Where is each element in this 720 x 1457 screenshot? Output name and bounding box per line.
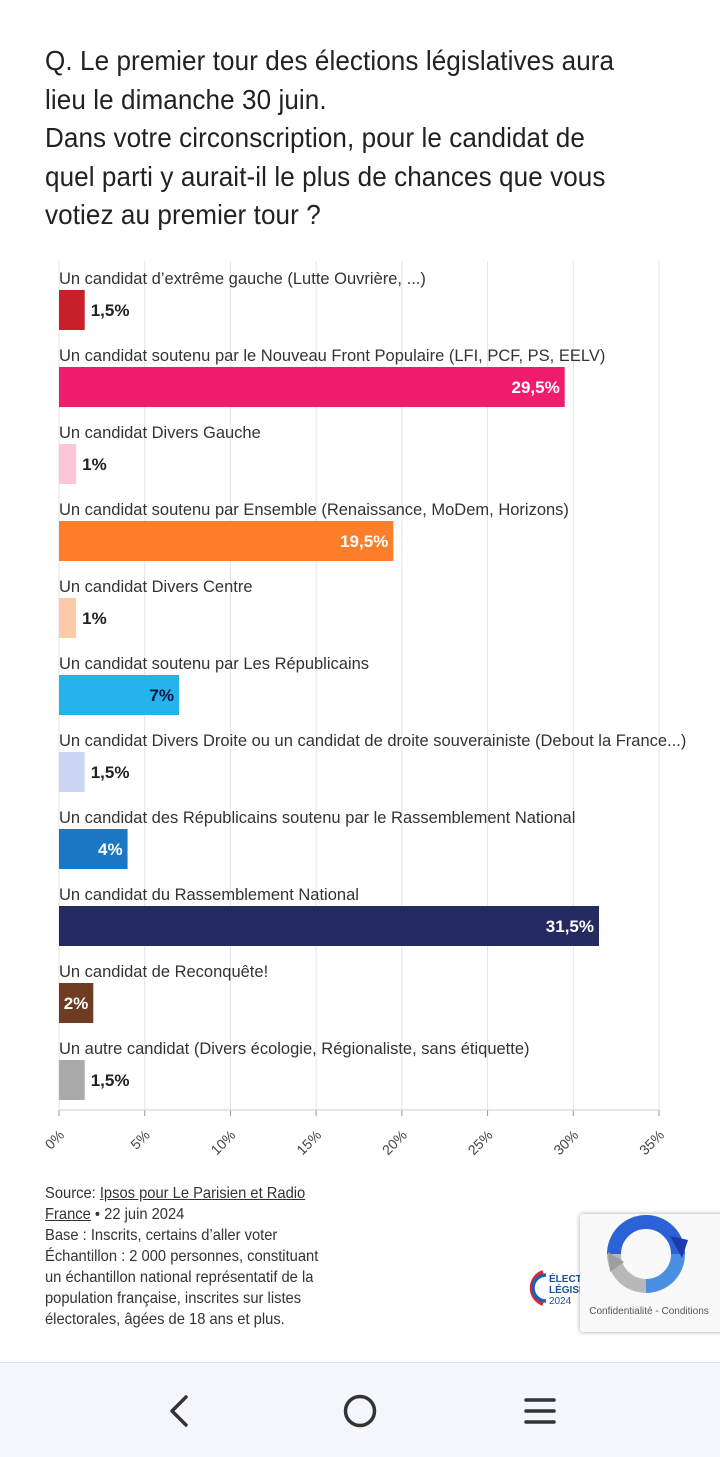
bar	[59, 752, 85, 792]
source-sample-line: un échantillon national représentatif de…	[45, 1269, 314, 1286]
data-label: 4%	[98, 840, 123, 859]
source-note: Source: Ipsos pour Le Parisien et Radio …	[45, 1183, 349, 1330]
source-sample-line: population française, inscrites sur list…	[45, 1290, 302, 1307]
terms-link[interactable]: Conditions	[661, 1306, 709, 1317]
x-tick-label: 20%	[379, 1127, 410, 1158]
x-tick-label: 10%	[207, 1127, 238, 1158]
source-sample-line: Échantillon : 2 000 personnes, constitua…	[45, 1248, 319, 1265]
data-label: 1,5%	[91, 763, 130, 782]
category-label: Un candidat Divers Centre	[59, 578, 253, 596]
back-button[interactable]	[158, 1389, 202, 1433]
bar	[59, 983, 94, 1023]
recaptcha-icon	[607, 1215, 688, 1293]
question-line: quel parti y aurait-il le plus de chance…	[45, 160, 606, 192]
x-tick-label: 30%	[550, 1127, 581, 1158]
bar	[59, 367, 565, 407]
data-label: 31,5%	[546, 917, 594, 936]
home-icon	[343, 1394, 377, 1428]
x-tick-label: 5%	[127, 1127, 153, 1153]
data-label: 19,5%	[340, 532, 388, 551]
x-tick-label: 25%	[465, 1127, 496, 1158]
bar	[59, 675, 179, 715]
category-label: Un candidat soutenu par Ensemble (Renais…	[59, 501, 569, 519]
source-link[interactable]: Ipsos pour Le Parisien et Radio	[99, 1185, 306, 1202]
question-line: votiez au premier tour ?	[45, 199, 321, 230]
bar	[59, 906, 599, 946]
menu-button[interactable]	[518, 1389, 562, 1433]
category-label: Un candidat du Rassemblement National	[59, 886, 359, 904]
question-line: Dans votre circonscription, pour le cand…	[45, 122, 585, 153]
bar	[59, 1060, 85, 1100]
bar	[59, 598, 77, 638]
category-label: Un candidat de Reconquête!	[59, 963, 268, 981]
logo-year: 2024	[549, 1296, 572, 1307]
category-label: Un candidat d’extrême gauche (Lutte Ouvr…	[59, 270, 426, 288]
data-label: 7%	[149, 686, 174, 705]
source-prefix: Source:	[45, 1185, 100, 1202]
logo-arc-blue	[531, 1273, 547, 1303]
bar	[59, 444, 77, 484]
bar	[59, 829, 128, 869]
x-axis-ticks: 0% 5% 10% 15% 20% 25% 30% 35%	[41, 1109, 667, 1158]
home-button[interactable]	[338, 1389, 382, 1433]
x-tick-label: 15%	[293, 1127, 324, 1158]
x-tick-label: 35%	[636, 1127, 667, 1158]
system-navbar	[0, 1362, 720, 1457]
category-label: Un autre candidat (Divers écologie, Régi…	[59, 1040, 530, 1058]
question-line: lieu le dimanche 30 juin.	[45, 83, 327, 115]
category-label: Un candidat Divers Droite ou un candidat…	[59, 732, 686, 750]
category-label: Un candidat Divers Gauche	[59, 424, 261, 442]
data-label: 1,5%	[91, 1071, 130, 1090]
data-label: 1%	[82, 609, 107, 628]
source-date: • 22 juin 2024	[90, 1206, 185, 1223]
question-title: Q. Le premier tour des élections législa…	[45, 42, 640, 235]
link-separator: -	[652, 1306, 662, 1317]
category-label: Un candidat soutenu par le Nouveau Front…	[59, 347, 605, 365]
data-label: 1%	[82, 455, 107, 474]
data-label: 1,5%	[91, 301, 130, 320]
recaptcha-links: Confidentialité - Conditions	[580, 1306, 718, 1317]
bar	[59, 521, 394, 561]
source-link-cont[interactable]: France	[45, 1206, 91, 1223]
back-icon	[170, 1395, 188, 1427]
recaptcha-badge[interactable]: Confidentialité - Conditions	[580, 1214, 720, 1332]
menu-icon	[524, 1398, 556, 1424]
source-sample-line: électorales, âgées de 18 ans et plus.	[45, 1311, 285, 1328]
x-tick-label: 0%	[41, 1127, 67, 1153]
bars: Un candidat d’extrême gauche (Lutte Ouvr…	[59, 270, 686, 1100]
category-label: Un candidat des Républicains soutenu par…	[59, 809, 575, 827]
data-label: 2%	[64, 994, 89, 1013]
category-label: Un candidat soutenu par Les Républicains	[59, 655, 369, 673]
question-line: Q. Le premier tour des élections législa…	[45, 45, 615, 76]
bar-chart: Un candidat d’extrême gauche (Lutte Ouvr…	[41, 261, 686, 1158]
source-base: Base : Inscrits, certains d’aller voter	[45, 1227, 278, 1244]
data-label: 29,5%	[512, 378, 560, 397]
bar	[59, 290, 85, 330]
privacy-link[interactable]: Confidentialité	[589, 1306, 653, 1317]
